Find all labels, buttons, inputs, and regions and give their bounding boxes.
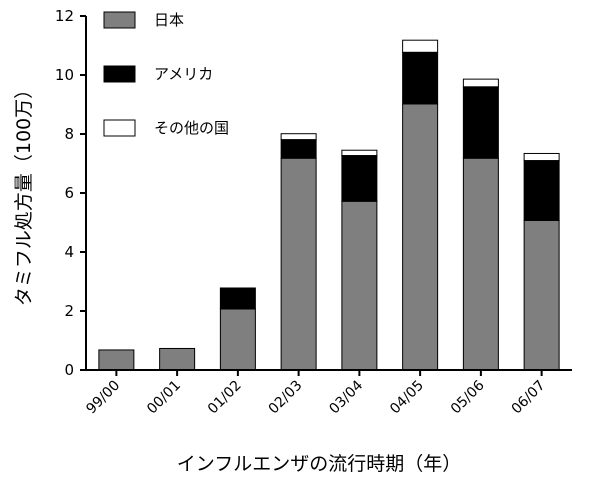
x-tick-label-00-01: 00/01 xyxy=(144,378,184,418)
bar-05-06-series-1 xyxy=(462,86,499,159)
legend-label-0: 日本 xyxy=(154,11,184,29)
legend-swatch-1 xyxy=(103,65,136,83)
x-axis-title: インフルエンザの流行時期（年） xyxy=(177,453,461,475)
bar-02-03-series-0 xyxy=(280,157,317,371)
y-tick-label-6: 6 xyxy=(64,184,74,202)
legend-label-2: その他の国 xyxy=(154,119,229,137)
bar-06-07-series-1 xyxy=(523,160,560,221)
x-tick-label-01-02: 01/02 xyxy=(205,378,245,418)
x-tick-label-05-06: 05/06 xyxy=(448,377,488,417)
y-tick-label-8: 8 xyxy=(64,125,74,143)
y-tick-label-10: 10 xyxy=(55,66,74,84)
bar-03-04-series-0 xyxy=(341,200,378,371)
x-tick-label-04-05: 04/05 xyxy=(387,378,427,418)
legend-label-1: アメリカ xyxy=(154,65,213,83)
bar-00-01-series-0 xyxy=(159,347,196,371)
bar-01-02-series-0 xyxy=(219,308,256,371)
bar-99-00-series-0 xyxy=(98,349,135,371)
bar-04-05-series-0 xyxy=(402,103,439,371)
bar-04-05-series-1 xyxy=(402,51,439,105)
legend-swatch-0 xyxy=(103,11,136,29)
bar-03-04-series-2 xyxy=(341,149,378,157)
y-tick-label-12: 12 xyxy=(55,7,74,25)
bar-03-04-series-1 xyxy=(341,155,378,202)
y-tick-label-2: 2 xyxy=(64,302,74,320)
legend-swatch-2 xyxy=(103,119,136,137)
bar-06-07-series-0 xyxy=(523,219,560,371)
bar-05-06-series-0 xyxy=(462,157,499,371)
bar-05-06-series-2 xyxy=(462,78,499,88)
bars-layer xyxy=(98,39,560,371)
y-axis-title: タミフル処方量（100万） xyxy=(13,80,35,306)
x-tick-label-06-07: 06/07 xyxy=(509,378,549,418)
bar-02-03-series-2 xyxy=(280,133,317,141)
x-tick-label-02-03: 02/03 xyxy=(266,378,306,418)
x-tick-label-99-00: 99/00 xyxy=(83,378,123,418)
y-tick-label-4: 4 xyxy=(64,243,74,261)
bar-04-05-series-2 xyxy=(402,39,439,53)
x-tick-label-03-04: 03/04 xyxy=(326,377,366,417)
y-tick-label-0: 0 xyxy=(64,361,74,379)
bar-02-03-series-1 xyxy=(280,139,317,159)
bar-06-07-series-2 xyxy=(523,152,560,162)
bar-01-02-series-1 xyxy=(219,287,256,310)
